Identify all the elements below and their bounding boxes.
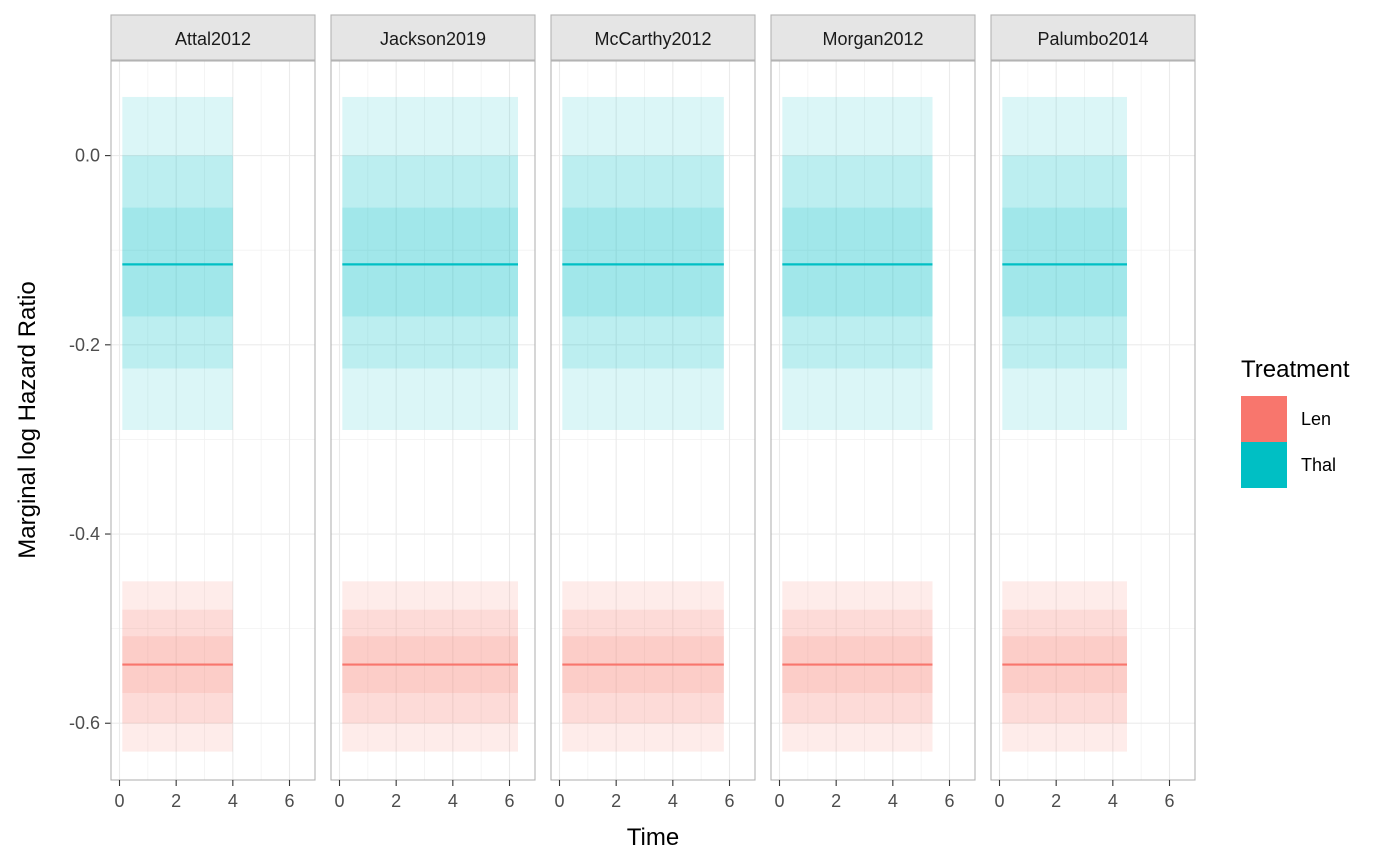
legend: Treatment Len Thal	[1241, 356, 1350, 488]
x-tick-label: 4	[1108, 791, 1118, 811]
ribbon-thal-band-2	[562, 155, 724, 369]
ribbon-len-band-1	[122, 581, 233, 752]
panel-border	[330, 60, 536, 781]
y-tick-label: -0.4	[69, 524, 100, 544]
y-tick-label: 0.0	[75, 146, 100, 166]
panel-border	[990, 60, 1196, 781]
facet-panel-palumbo2014: Palumbo2014 0 2 4 6	[990, 14, 1196, 811]
facet-strip-label: Attal2012	[175, 29, 251, 49]
ribbon-thal-band-2	[1002, 155, 1127, 369]
facet-panel-morgan2012: Morgan2012 0 2 4 6	[770, 14, 976, 811]
y-tick-label: -0.2	[69, 335, 100, 355]
x-tick-label: 0	[334, 791, 344, 811]
x-tick-label: 2	[171, 791, 181, 811]
legend-label-thal: Thal	[1301, 455, 1336, 475]
y-tick-label: -0.6	[69, 713, 100, 733]
facet-strip	[330, 14, 536, 61]
x-tick-label: 0	[554, 791, 564, 811]
panel-background	[771, 61, 975, 780]
panel-background	[331, 61, 535, 780]
y-axis: 0.0 -0.2 -0.4 -0.6	[69, 146, 111, 733]
ribbon-len-band-1	[562, 581, 724, 752]
ribbon-len-band-2	[122, 609, 233, 724]
legend-title: Treatment	[1241, 356, 1350, 383]
y-axis-title: Marginal log Hazard Ratio	[14, 281, 41, 558]
panel-border	[110, 60, 316, 781]
x-tick-label: 6	[284, 791, 294, 811]
x-tick-label: 0	[994, 791, 1004, 811]
x-axis-title: Time	[627, 824, 679, 851]
ribbon-thal-band-3	[122, 207, 233, 317]
panel-border	[550, 60, 756, 781]
ribbon-thal-band-2	[342, 155, 518, 369]
facet-strip	[770, 14, 976, 61]
facet-strip-label: Palumbo2014	[1037, 29, 1148, 49]
x-tick-label: 2	[391, 791, 401, 811]
facet-strip-label: Morgan2012	[822, 29, 923, 49]
ribbon-len-band-2	[782, 609, 933, 724]
ribbon-thal-band-3	[562, 207, 724, 317]
facet-strip	[110, 14, 316, 61]
x-tick-label: 4	[448, 791, 458, 811]
facet-strip-label: Jackson2019	[380, 29, 486, 49]
x-tick-label: 4	[228, 791, 238, 811]
x-tick-label: 0	[114, 791, 124, 811]
ribbon-len-band-1	[1002, 581, 1127, 752]
facet-strip-label: McCarthy2012	[594, 29, 711, 49]
panel-background	[991, 61, 1195, 780]
ribbon-len-band-2	[1002, 609, 1127, 724]
facet-strip	[550, 14, 756, 61]
ribbon-len-band-2	[562, 609, 724, 724]
x-tick-label: 4	[668, 791, 678, 811]
x-tick-label: 6	[504, 791, 514, 811]
legend-key-len	[1241, 396, 1287, 442]
x-tick-label: 6	[944, 791, 954, 811]
x-tick-label: 6	[724, 791, 734, 811]
ribbon-len-band-1	[782, 581, 933, 752]
x-tick-label: 2	[1051, 791, 1061, 811]
ribbon-thal-band-3	[782, 207, 933, 317]
panel-background	[111, 61, 315, 780]
facet-strip	[990, 14, 1196, 61]
x-tick-label: 2	[831, 791, 841, 811]
legend-key-thal	[1241, 442, 1287, 488]
panel-background	[551, 61, 755, 780]
ribbon-thal-band-3	[1002, 207, 1127, 317]
facet-panel-mccarthy2012: McCarthy2012 0 2 4 6	[550, 14, 756, 811]
x-tick-label: 4	[888, 791, 898, 811]
ribbon-thal-band-2	[782, 155, 933, 369]
ribbon-len-band-2	[342, 609, 518, 724]
facet-panel-jackson2019: Jackson2019 0 2 4 6	[330, 14, 536, 811]
facet-panel-attal2012: Attal2012 0 2 4 6	[110, 14, 316, 811]
ribbon-thal-band-2	[122, 155, 233, 369]
ribbon-thal-band-3	[342, 207, 518, 317]
x-tick-label: 6	[1164, 791, 1174, 811]
panel-border	[770, 60, 976, 781]
x-tick-label: 2	[611, 791, 621, 811]
ribbon-len-band-1	[342, 581, 518, 752]
x-tick-label: 0	[774, 791, 784, 811]
legend-label-len: Len	[1301, 409, 1331, 429]
